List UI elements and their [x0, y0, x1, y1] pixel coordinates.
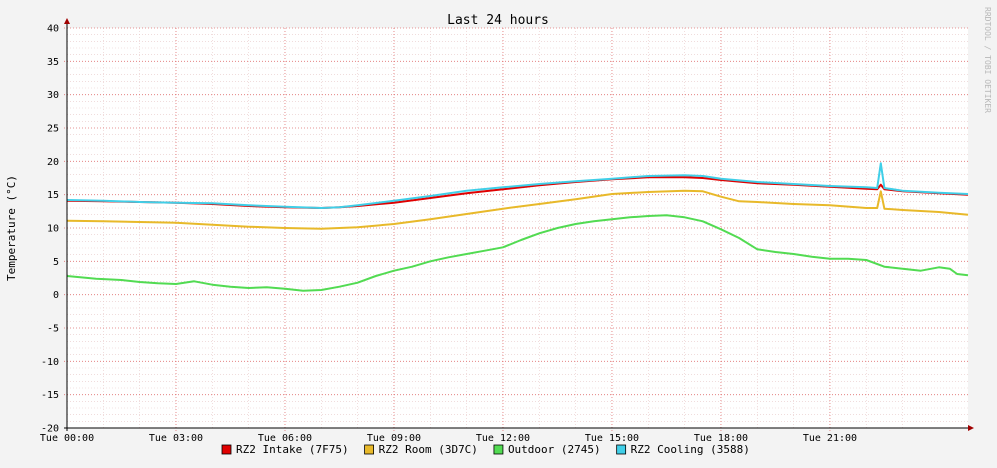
- legend-label: Outdoor (2745): [508, 443, 601, 456]
- x-axis-arrow: [968, 425, 974, 431]
- y-tick-label: 35: [47, 57, 59, 68]
- legend-swatch: [493, 444, 504, 455]
- x-tick-labels: Tue 00:00 Tue 03:00 Tue 06:00 Tue 09:00 Tue …: [40, 433, 857, 444]
- series-lines: [66, 162, 969, 292]
- grid: [64, 27, 968, 431]
- x-tick-label: Tue 21:00: [803, 433, 857, 444]
- y-tick-label: 25: [47, 124, 59, 135]
- x-tick-label: Tue 18:00: [694, 433, 748, 444]
- legend-swatch: [616, 444, 627, 455]
- y-tick-label: -20: [41, 424, 59, 435]
- x-tick-label: Tue 03:00: [149, 433, 203, 444]
- x-tick-label: Tue 15:00: [585, 433, 639, 444]
- x-tick-label: Tue 12:00: [476, 433, 530, 444]
- chart-title: Last 24 hours: [447, 13, 549, 28]
- y-tick-label: -15: [41, 390, 59, 401]
- series-line-3: [66, 214, 969, 292]
- series-line-4: [66, 162, 969, 209]
- series-line-2: [66, 189, 969, 230]
- x-tick-label: Tue 06:00: [258, 433, 312, 444]
- y-tick-label: 0: [53, 290, 59, 301]
- y-tick-label: 5: [53, 257, 59, 268]
- y-tick-labels: 40 35 30 25 20 15 10 5 0 -5 -10 -15 -20: [41, 24, 59, 435]
- y-axis-arrow: [64, 18, 70, 24]
- legend-label: RZ2 Room (3D7C): [379, 443, 478, 456]
- legend-swatch: [364, 444, 374, 455]
- y-tick-label: 30: [47, 90, 59, 101]
- y-tick-label: -10: [41, 357, 59, 368]
- watermark: RRDTOOL / TOBI OETIKER: [983, 7, 992, 113]
- x-tick-label: Tue 00:00: [40, 433, 94, 444]
- y-tick-label: 15: [47, 190, 59, 201]
- y-tick-label: 40: [47, 24, 59, 35]
- x-tick-label: Tue 09:00: [367, 433, 421, 444]
- legend-label: RZ2 Cooling (3588): [631, 443, 750, 456]
- axes: [64, 18, 974, 431]
- legend-swatch: [221, 444, 232, 455]
- legend: RZ2 Intake (7F75) RZ2 Room (3D7C) Outdoor …: [221, 443, 750, 456]
- y-tick-label: 20: [47, 157, 59, 168]
- y-tick-label: -5: [47, 324, 59, 335]
- y-tick-label: 10: [47, 224, 59, 235]
- legend-label: RZ2 Intake (7F75): [236, 443, 349, 456]
- y-axis-label: Temperature (°C): [5, 175, 18, 281]
